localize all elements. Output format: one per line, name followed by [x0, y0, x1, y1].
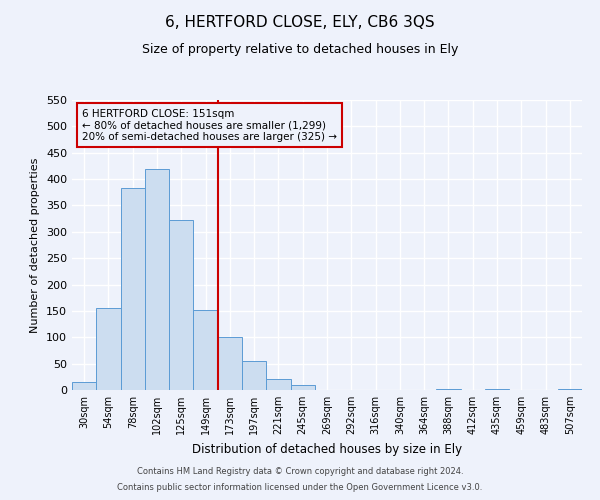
- X-axis label: Distribution of detached houses by size in Ely: Distribution of detached houses by size …: [192, 442, 462, 456]
- Bar: [218, 338, 242, 390]
- Bar: [121, 188, 145, 390]
- Text: 6 HERTFORD CLOSE: 151sqm
← 80% of detached houses are smaller (1,299)
20% of sem: 6 HERTFORD CLOSE: 151sqm ← 80% of detach…: [82, 108, 337, 142]
- Bar: [145, 168, 169, 390]
- Text: Contains HM Land Registry data © Crown copyright and database right 2024.: Contains HM Land Registry data © Crown c…: [137, 467, 463, 476]
- Bar: [266, 380, 290, 390]
- Text: 6, HERTFORD CLOSE, ELY, CB6 3QS: 6, HERTFORD CLOSE, ELY, CB6 3QS: [165, 15, 435, 30]
- Bar: [72, 382, 96, 390]
- Bar: [242, 361, 266, 390]
- Bar: [436, 389, 461, 390]
- Bar: [558, 389, 582, 390]
- Text: Contains public sector information licensed under the Open Government Licence v3: Contains public sector information licen…: [118, 483, 482, 492]
- Bar: [193, 310, 218, 390]
- Bar: [96, 308, 121, 390]
- Text: Size of property relative to detached houses in Ely: Size of property relative to detached ho…: [142, 42, 458, 56]
- Y-axis label: Number of detached properties: Number of detached properties: [31, 158, 40, 332]
- Bar: [169, 220, 193, 390]
- Bar: [290, 384, 315, 390]
